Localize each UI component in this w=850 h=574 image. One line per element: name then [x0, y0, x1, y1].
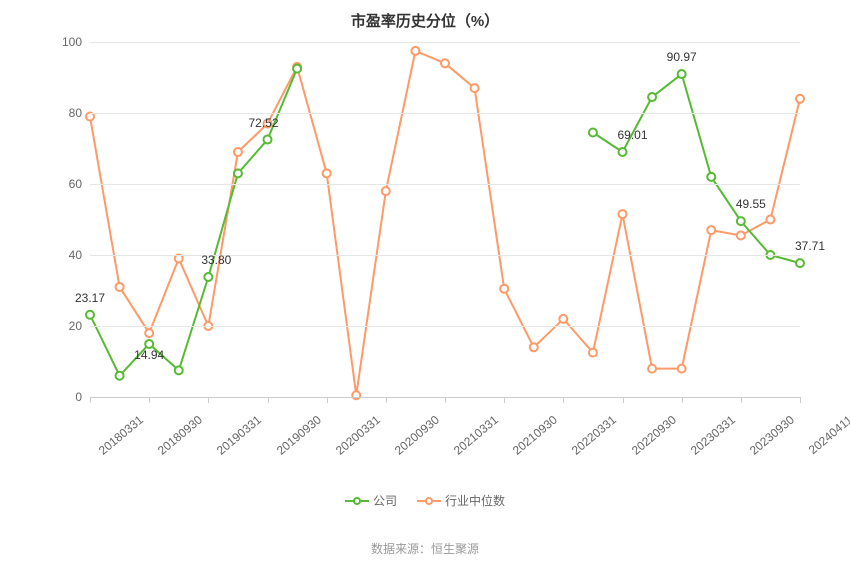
- data-point: [589, 349, 597, 357]
- legend-item-industry[interactable]: 行业中位数: [417, 492, 505, 509]
- x-tick-label: 20230930: [747, 413, 797, 458]
- x-tick: [327, 397, 328, 403]
- data-point: [500, 285, 508, 293]
- point-label: 72.52: [248, 116, 278, 130]
- pe-percentile-chart: 市盈率历史分位（%） 公司 行业中位数 数据来源：恒生聚源 0 20 40 60 80 1…: [0, 0, 850, 574]
- point-label: 23.17: [75, 291, 105, 305]
- chart-svg: [90, 42, 800, 397]
- data-point: [116, 372, 124, 380]
- point-label: 37.71: [795, 239, 825, 253]
- series-line-company: [90, 69, 800, 376]
- data-point: [145, 329, 153, 337]
- data-point: [145, 340, 153, 348]
- point-label: 90.97: [667, 50, 697, 64]
- source-label: 数据来源：恒生聚源: [371, 542, 479, 556]
- y-tick-label: 0: [75, 390, 82, 404]
- y-gridline: [90, 42, 800, 43]
- chart-legend: 公司 行业中位数: [0, 492, 850, 510]
- data-point: [619, 148, 627, 156]
- data-point: [766, 216, 774, 224]
- point-label: 49.55: [736, 197, 766, 211]
- legend-marker: [417, 495, 441, 507]
- data-point: [175, 366, 183, 374]
- data-point: [589, 129, 597, 137]
- x-tick-label: 20200331: [333, 413, 383, 458]
- point-label: 69.01: [617, 128, 647, 142]
- data-point: [86, 311, 94, 319]
- y-gridline: [90, 326, 800, 327]
- x-tick: [445, 397, 446, 403]
- legend-label: 行业中位数: [445, 492, 505, 509]
- y-gridline: [90, 113, 800, 114]
- data-point: [648, 93, 656, 101]
- x-tick-label: 20230331: [688, 413, 738, 458]
- y-tick-label: 40: [69, 248, 82, 262]
- data-point: [323, 169, 331, 177]
- data-point: [707, 173, 715, 181]
- y-tick-label: 20: [69, 319, 82, 333]
- x-tick-label: 20180930: [155, 413, 205, 458]
- x-tick: [149, 397, 150, 403]
- chart-title: 市盈率历史分位（%）: [0, 10, 850, 31]
- series-line-industry: [90, 51, 800, 395]
- x-tick: [623, 397, 624, 403]
- x-tick: [563, 397, 564, 403]
- point-label: 33.80: [201, 253, 231, 267]
- data-point: [648, 365, 656, 373]
- chart-source: 数据来源：恒生聚源: [0, 540, 850, 557]
- x-tick-label: 20210930: [510, 413, 560, 458]
- data-point: [116, 283, 124, 291]
- data-point: [352, 391, 360, 399]
- x-tick-label: 20180331: [96, 413, 146, 458]
- x-tick: [800, 397, 801, 403]
- x-tick: [268, 397, 269, 403]
- data-point: [619, 210, 627, 218]
- legend-label: 公司: [373, 492, 397, 509]
- data-point: [737, 217, 745, 225]
- data-point: [796, 259, 804, 267]
- point-label: 14.94: [134, 348, 164, 362]
- y-tick-label: 60: [69, 177, 82, 191]
- x-tick-label: 20240411: [806, 413, 850, 457]
- x-tick-label: 20190331: [214, 413, 264, 458]
- data-point: [707, 226, 715, 234]
- data-point: [471, 84, 479, 92]
- data-point: [441, 59, 449, 67]
- data-point: [678, 365, 686, 373]
- x-tick: [208, 397, 209, 403]
- y-tick-label: 80: [69, 106, 82, 120]
- x-tick: [504, 397, 505, 403]
- y-gridline: [90, 184, 800, 185]
- data-point: [678, 70, 686, 78]
- legend-marker: [345, 495, 369, 507]
- x-tick-label: 20190930: [273, 413, 323, 458]
- data-point: [559, 315, 567, 323]
- data-point: [796, 95, 804, 103]
- y-tick-label: 100: [62, 35, 82, 49]
- x-tick-label: 20220331: [569, 413, 619, 458]
- data-point: [204, 273, 212, 281]
- data-point: [411, 47, 419, 55]
- x-tick: [682, 397, 683, 403]
- x-tick: [90, 397, 91, 403]
- data-point: [264, 136, 272, 144]
- data-point: [293, 65, 301, 73]
- data-point: [737, 231, 745, 239]
- data-point: [234, 148, 242, 156]
- x-tick: [386, 397, 387, 403]
- x-tick-label: 20200930: [392, 413, 442, 458]
- x-tick-label: 20220930: [628, 413, 678, 458]
- x-tick-label: 20210331: [451, 413, 501, 458]
- data-point: [382, 187, 390, 195]
- x-tick: [741, 397, 742, 403]
- y-gridline: [90, 255, 800, 256]
- data-point: [530, 343, 538, 351]
- data-point: [234, 169, 242, 177]
- plot-area: [90, 42, 800, 397]
- legend-item-company[interactable]: 公司: [345, 492, 397, 509]
